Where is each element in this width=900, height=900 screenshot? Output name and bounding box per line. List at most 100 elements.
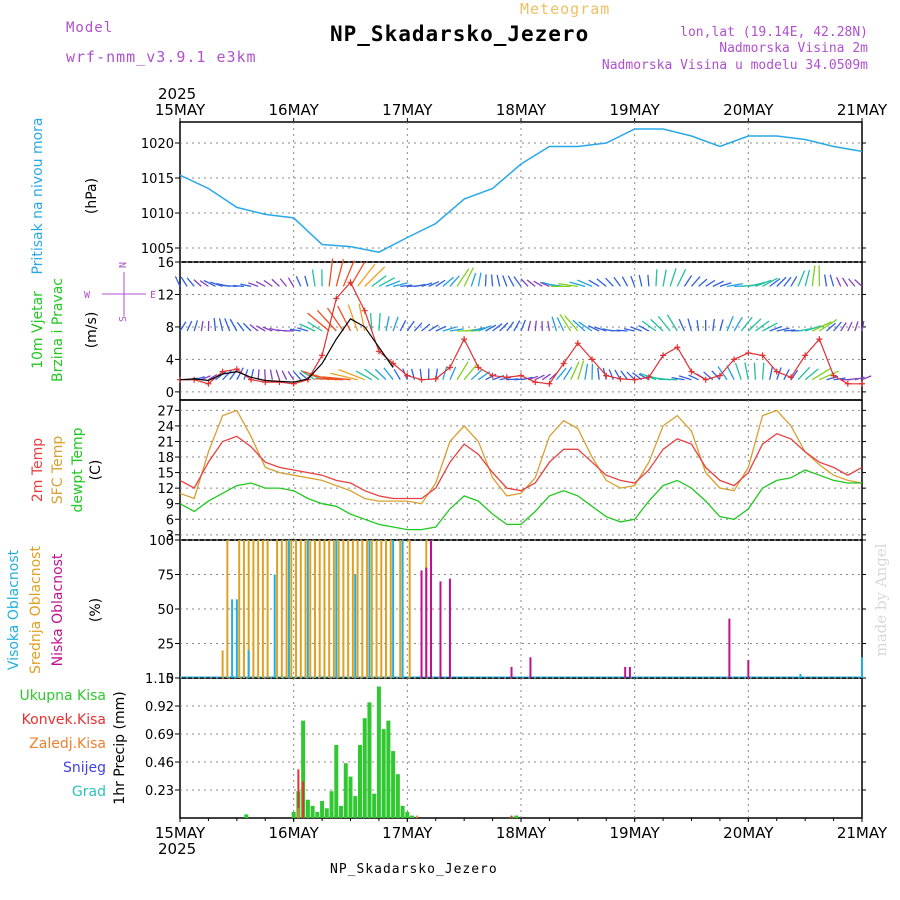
wind-speed-marker — [404, 372, 411, 379]
wind-arrow — [193, 279, 202, 287]
wind-arrow — [413, 322, 423, 332]
wind-arrow — [201, 375, 211, 381]
wind-arrow — [335, 259, 345, 287]
wind-speed-marker — [674, 344, 681, 351]
wind-arrow — [232, 284, 244, 288]
wind-speed-marker — [645, 374, 652, 381]
wind-arrow — [705, 279, 716, 287]
wind-speed-marker — [716, 372, 723, 379]
wind-arrow — [578, 321, 593, 332]
wind-arrow — [208, 374, 218, 381]
wind-arrow — [263, 279, 273, 287]
wind-arrow — [836, 276, 842, 287]
wind-arrow — [355, 370, 373, 381]
wind-arrow — [295, 276, 302, 287]
wind-speed-marker — [802, 352, 809, 359]
y-tick-label: 0.46 — [145, 756, 174, 771]
wind-arrow — [299, 372, 309, 381]
wind-arrow — [315, 378, 344, 381]
total-rain-bar — [362, 718, 367, 818]
wind-arrow — [841, 277, 849, 287]
total-rain-bar — [372, 793, 377, 818]
wind-arrow — [477, 272, 482, 287]
wind-arrow — [761, 362, 765, 380]
wind-arrow — [650, 318, 664, 332]
x-tick-label-top: 16MAY — [269, 101, 320, 119]
wind-arrow — [428, 280, 440, 287]
wind-arrow — [597, 367, 600, 380]
sfc-temp-line — [179, 409, 863, 505]
wind-arrow — [688, 374, 699, 381]
x-tick-label-bottom: 16MAY — [269, 824, 320, 842]
wind-arrow — [811, 265, 816, 287]
wind-arrow — [449, 366, 457, 380]
wind-arrow — [193, 320, 199, 332]
wind-speed-marker — [731, 356, 738, 363]
wind-arrow — [726, 365, 735, 380]
wind-arrow — [588, 325, 600, 332]
wind-speed-line — [180, 281, 862, 385]
wind-arrow — [392, 316, 399, 332]
wind-arrow — [271, 278, 280, 287]
wind-speed-marker — [660, 352, 667, 359]
wind-arrow — [506, 321, 515, 332]
wind-arrow — [180, 276, 188, 287]
wind-arrow — [854, 321, 859, 332]
wind-arrow — [811, 368, 831, 381]
wind-barb-row — [180, 360, 872, 381]
y-tick-label: 25 — [157, 638, 174, 653]
wind-arrow — [463, 363, 478, 381]
y-tick-label: 9 — [166, 498, 174, 513]
wind-arrow — [753, 362, 757, 380]
total-rain-bar — [315, 811, 320, 818]
wind-arrow — [513, 320, 521, 332]
wind-arrow — [322, 376, 351, 381]
wind-arrow — [299, 323, 316, 332]
wind-arrow — [620, 370, 629, 381]
wind-arrow — [275, 369, 281, 380]
wind-arrow — [734, 362, 742, 380]
wind-arrow — [307, 312, 330, 332]
y-tick-label: 0.23 — [145, 784, 174, 799]
wind-speed-marker — [418, 376, 425, 383]
wind-arrow — [616, 329, 628, 332]
x-tick-label-top: 21MAY — [837, 101, 888, 119]
wind-arrow — [848, 278, 856, 287]
total-rain-bar — [391, 751, 396, 818]
total-rain-bar — [381, 729, 386, 818]
wind-arrow — [236, 367, 244, 381]
wind-arrow — [222, 369, 233, 381]
x-tick-label-bottom: 18MAY — [496, 824, 547, 842]
wind-arrow — [559, 313, 572, 332]
wind-arrow — [776, 276, 787, 287]
wind-arrow — [819, 318, 838, 332]
wind-arrow — [526, 279, 536, 287]
wind-speed-marker — [446, 364, 453, 371]
wind-arrow — [666, 314, 678, 332]
total-rain-bar — [353, 796, 358, 818]
wind-arrow — [287, 277, 295, 287]
wind-arrow — [297, 327, 309, 332]
wind-arrow — [449, 275, 460, 287]
wind-arrow — [621, 276, 629, 287]
wind-speed-marker — [390, 360, 397, 367]
wind-arrow — [776, 367, 782, 380]
wind-arrow — [218, 318, 224, 332]
lonlat-label: lon,lat (19.14E, 42.28N) — [680, 25, 868, 40]
compass-e: E — [150, 290, 156, 301]
wind-arrow — [613, 276, 621, 287]
panel-4: 0 25 50 75 100 — [149, 534, 866, 687]
wind-arrow — [747, 318, 762, 332]
total-rain-bar — [367, 702, 372, 818]
conv-rain-bar — [510, 815, 513, 818]
wind-arrow — [456, 361, 469, 381]
wind-arrow — [638, 325, 650, 332]
wind-speed-marker — [503, 374, 510, 381]
wind-arrow — [242, 322, 252, 332]
wind-arrow — [369, 312, 373, 332]
y-tick-label: 12 — [157, 482, 174, 497]
conv-rain-bar — [297, 769, 300, 818]
wind-title-1: 10m Vjetar — [30, 291, 46, 369]
compass-w: W — [84, 290, 91, 301]
pressure-unit: (hPa) — [84, 178, 100, 214]
